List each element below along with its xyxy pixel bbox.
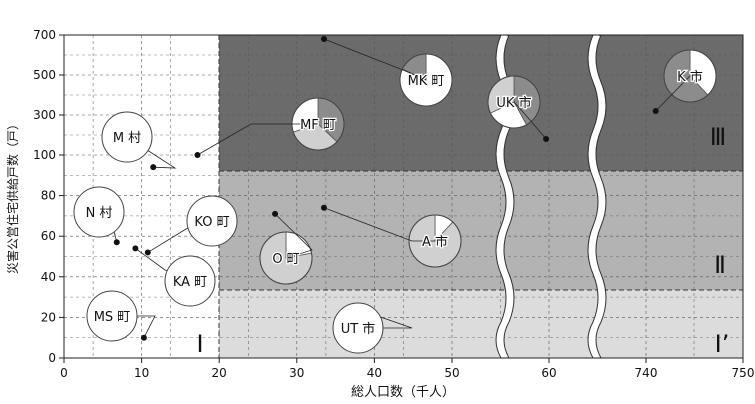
pie-outline	[259, 231, 313, 285]
label-bubble	[101, 111, 153, 163]
data-point	[320, 36, 327, 42]
pie-outline	[408, 214, 462, 268]
leader-line	[323, 38, 427, 81]
axis-break-wave-2	[588, 33, 606, 360]
point-label: UK 市	[496, 95, 531, 111]
data-point	[150, 164, 157, 171]
y-axis-title: 災害公営住宅供給戸数（戸）	[5, 118, 20, 274]
label-bubble	[73, 186, 125, 238]
data-point	[132, 245, 139, 252]
x-tick-label: 0	[60, 366, 68, 380]
point-label: O 町	[272, 252, 299, 267]
point-label: UT 市	[341, 321, 376, 337]
data-point	[113, 239, 120, 246]
y-tick-label: 40	[41, 270, 56, 284]
x-tick-label: 740	[635, 366, 658, 380]
x-tick-label: 20	[212, 366, 227, 380]
leader-line	[197, 123, 318, 156]
point-label: MF 町	[300, 118, 336, 133]
axis-break-wave-2-edge-2	[595, 34, 607, 359]
y-tick-label: 0	[48, 351, 56, 365]
label-bubble	[164, 255, 216, 307]
y-tick-label: 500	[33, 68, 56, 82]
axis-break-wave-2-edge	[587, 34, 599, 359]
point-label: KO 町	[194, 215, 229, 230]
zone-label: I’	[715, 330, 730, 358]
point-label: M 村	[113, 131, 141, 146]
leader-line	[513, 101, 547, 140]
pie-outline	[663, 49, 717, 103]
label-bubble	[86, 290, 138, 342]
y-tick-label: 700	[33, 28, 56, 42]
data-point	[272, 210, 279, 217]
pie-outline	[487, 75, 541, 129]
data-point	[543, 136, 550, 142]
data-point	[194, 152, 201, 158]
zone-label: Ⅲ	[710, 123, 727, 151]
zone-label: Ⅱ	[714, 251, 726, 279]
x-tick-label: 10	[134, 366, 149, 380]
point-label: N 村	[86, 206, 113, 221]
pie-outline	[399, 53, 453, 107]
y-tick-label: 60	[41, 229, 56, 243]
x-tick-label: 50	[444, 366, 459, 380]
zone-label: I	[196, 330, 203, 358]
leader-line	[323, 207, 435, 242]
data-point	[144, 249, 151, 256]
point-label: MS 町	[94, 310, 131, 325]
label-bubble	[332, 302, 384, 354]
leader-line	[655, 75, 691, 112]
data-point	[320, 204, 327, 211]
zone-iii	[219, 35, 743, 171]
x-tick-label: 30	[289, 366, 304, 380]
point-label: MK 町	[408, 74, 445, 89]
y-tick-label: 300	[33, 108, 56, 122]
point-label: KA 町	[173, 275, 207, 290]
plot-frame	[63, 34, 744, 359]
data-point	[140, 334, 147, 341]
y-tick-label: 20	[41, 310, 56, 324]
data-point	[652, 108, 659, 114]
zone-i-prime	[219, 290, 743, 358]
x-tick-label: 40	[367, 366, 382, 380]
y-tick-label: 100	[33, 148, 56, 162]
label-bubble	[186, 195, 238, 247]
leader-line	[274, 213, 313, 259]
x-axis-title: 総人口数（千人）	[351, 385, 455, 400]
x-tick-label: 750	[732, 366, 755, 380]
y-tick-label: 80	[41, 189, 56, 203]
point-label: K 市	[677, 69, 703, 85]
x-tick-label: 60	[541, 366, 556, 380]
point-label: A 市	[422, 234, 448, 250]
